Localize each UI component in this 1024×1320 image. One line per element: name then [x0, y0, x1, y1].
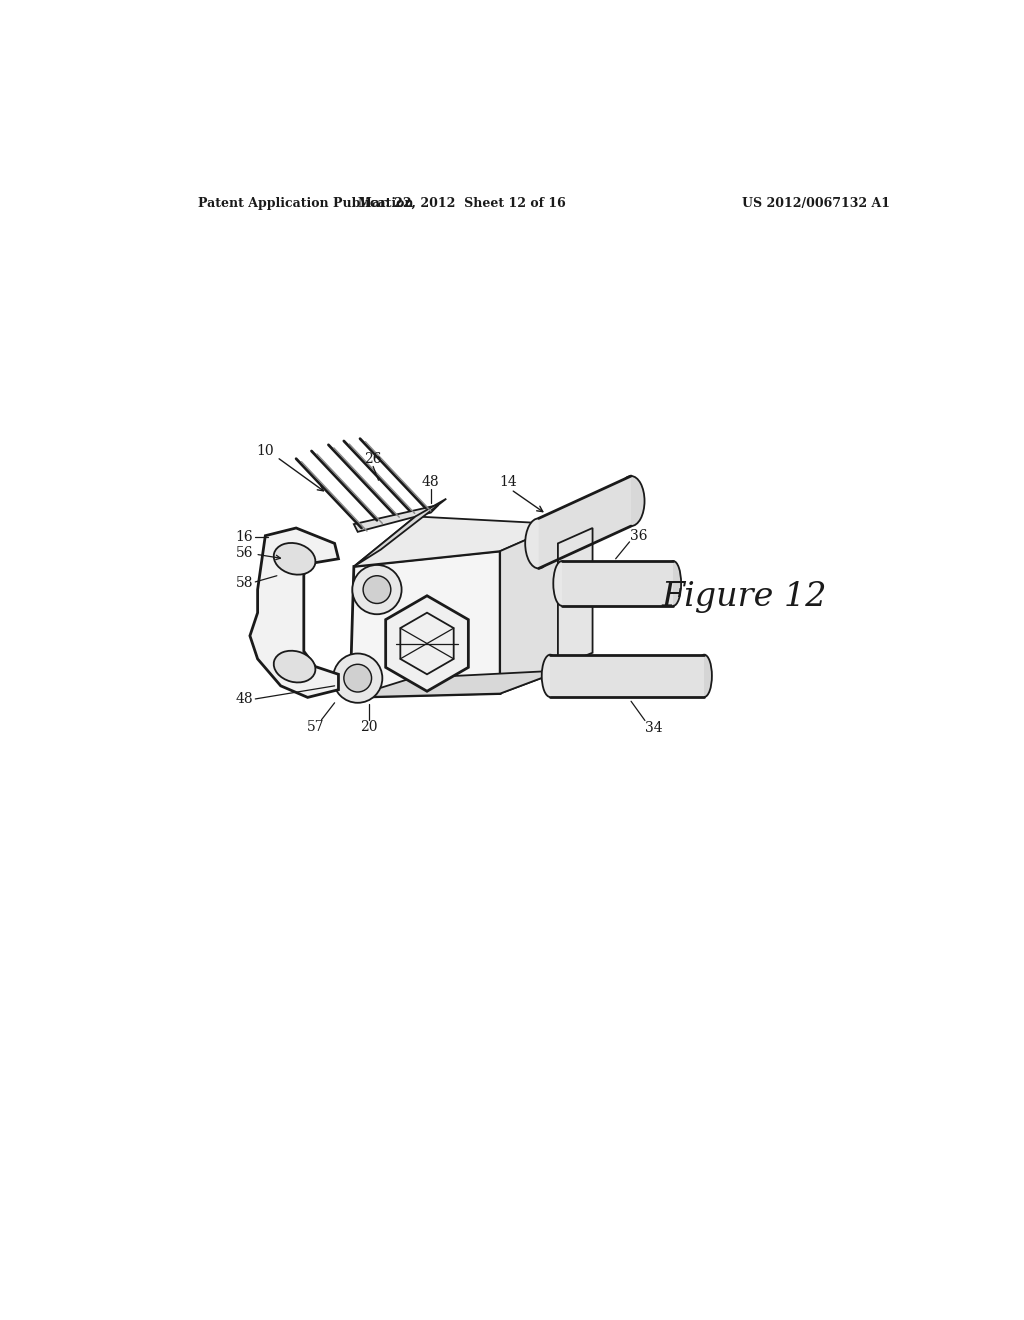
Polygon shape [562, 561, 674, 606]
Text: 58: 58 [236, 577, 253, 590]
Circle shape [364, 576, 391, 603]
Text: 48: 48 [422, 475, 439, 488]
Text: Figure 12: Figure 12 [662, 581, 827, 614]
Ellipse shape [553, 561, 570, 606]
Polygon shape [558, 528, 593, 667]
Ellipse shape [617, 477, 644, 527]
Polygon shape [386, 595, 468, 692]
Polygon shape [500, 524, 562, 693]
Polygon shape [350, 552, 500, 697]
Circle shape [344, 664, 372, 692]
Circle shape [333, 653, 382, 702]
Polygon shape [354, 499, 446, 566]
Text: Patent Application Publication: Patent Application Publication [199, 197, 414, 210]
Text: 10: 10 [256, 444, 274, 458]
Ellipse shape [542, 655, 559, 697]
Text: 57: 57 [306, 719, 325, 734]
Text: 16: 16 [236, 531, 253, 544]
Text: Mar. 22, 2012  Sheet 12 of 16: Mar. 22, 2012 Sheet 12 of 16 [357, 197, 565, 210]
Text: 34: 34 [645, 721, 663, 735]
Polygon shape [539, 477, 631, 569]
Text: 20: 20 [360, 719, 378, 734]
Polygon shape [354, 506, 438, 532]
Text: 36: 36 [630, 529, 647, 543]
Ellipse shape [273, 651, 315, 682]
Ellipse shape [696, 655, 712, 697]
Text: US 2012/0067132 A1: US 2012/0067132 A1 [741, 197, 890, 210]
Text: 56: 56 [236, 545, 253, 560]
Text: 26: 26 [365, 451, 382, 466]
Polygon shape [550, 655, 705, 697]
Circle shape [352, 565, 401, 614]
Ellipse shape [273, 543, 315, 574]
Ellipse shape [666, 561, 681, 606]
Ellipse shape [525, 519, 552, 569]
Polygon shape [354, 516, 562, 566]
Text: 14: 14 [499, 475, 517, 488]
Text: 48: 48 [236, 692, 253, 706]
Polygon shape [350, 671, 562, 697]
Polygon shape [250, 528, 339, 697]
